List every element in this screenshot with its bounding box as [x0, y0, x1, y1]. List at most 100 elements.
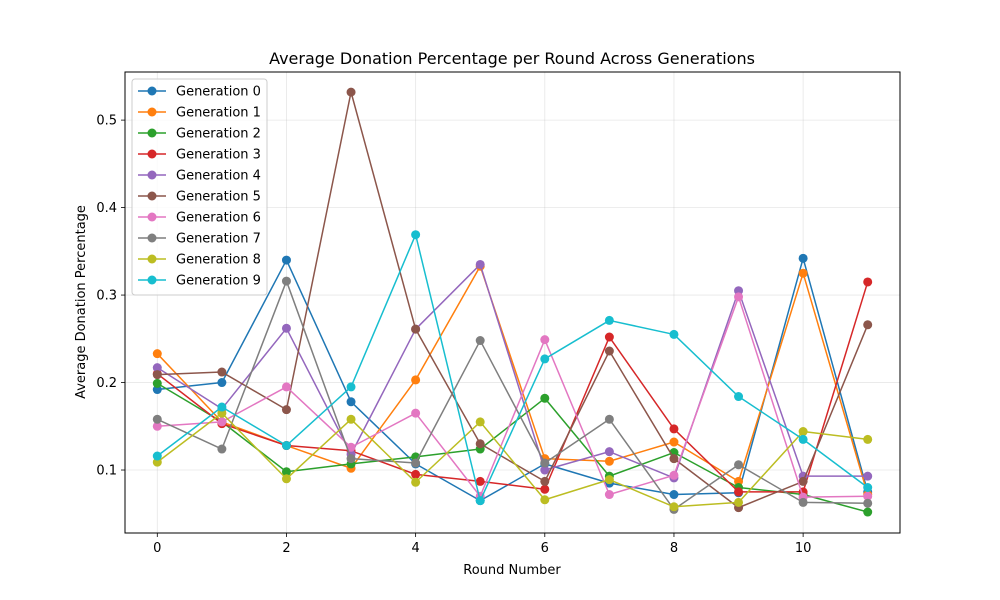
data-point [152, 451, 162, 461]
data-point [669, 424, 679, 434]
series-line [156, 382, 868, 513]
data-point [669, 329, 679, 339]
data-point [798, 476, 808, 486]
legend-item: Generation 0 [138, 85, 261, 100]
legend-item: Generation 3 [138, 148, 261, 163]
legend-item: Generation 7 [138, 232, 261, 247]
series-line [157, 91, 869, 509]
data-point [604, 475, 614, 485]
data-point [411, 324, 421, 334]
data-point [152, 421, 162, 431]
y-tick-label: 0.1 [96, 464, 117, 479]
data-point [863, 507, 873, 517]
series-line [156, 263, 868, 479]
data-point [346, 382, 356, 392]
series-9 [152, 230, 873, 506]
x-tick-label: 6 [541, 541, 549, 556]
legend-item: Generation 9 [138, 274, 261, 289]
legend-marker [147, 191, 157, 201]
data-point [475, 496, 485, 506]
data-point [798, 427, 808, 437]
data-point [540, 476, 550, 486]
data-point [604, 447, 614, 457]
data-point [217, 367, 227, 377]
data-point [863, 491, 873, 501]
data-point [734, 392, 744, 402]
y-tick-label: 0.2 [96, 376, 117, 391]
data-point [863, 320, 873, 330]
data-point [281, 382, 291, 392]
data-point [281, 405, 291, 415]
legend-marker [147, 170, 157, 180]
data-point [734, 292, 744, 302]
series-5 [152, 87, 873, 513]
legend-label: Generation 2 [176, 127, 261, 142]
data-point [863, 434, 873, 444]
y-axis-title: Average Donation Percentage [74, 205, 89, 399]
legend-marker [147, 254, 157, 264]
series-line [156, 412, 868, 508]
series-layer [152, 87, 873, 517]
data-point [669, 490, 679, 500]
data-point [217, 417, 227, 427]
data-point [475, 439, 485, 449]
data-point [540, 393, 550, 403]
data-point [475, 417, 485, 427]
legend-marker [147, 275, 157, 285]
data-point [346, 454, 356, 464]
legend-label: Generation 4 [176, 169, 261, 184]
data-point [152, 349, 162, 359]
data-point [217, 402, 227, 412]
legend-label: Generation 3 [176, 148, 261, 163]
data-point [281, 323, 291, 333]
data-point [798, 268, 808, 278]
data-point [217, 378, 227, 388]
legend-item: Generation 4 [138, 169, 261, 184]
data-point [411, 408, 421, 418]
data-point [734, 497, 744, 507]
data-point [346, 397, 356, 407]
legend-marker [147, 149, 157, 159]
data-point [152, 363, 162, 373]
plot-frame [124, 71, 901, 534]
data-point [411, 458, 421, 468]
data-point [540, 335, 550, 345]
y-axis: 0.1 0.2 0.3 0.4 0.5 [96, 114, 125, 479]
data-point [604, 414, 614, 424]
series-8 [152, 408, 873, 512]
data-point [475, 476, 485, 486]
data-point [475, 336, 485, 346]
legend-item: Generation 2 [138, 127, 261, 142]
series-line [156, 233, 869, 502]
data-point [411, 477, 421, 487]
series-line [157, 257, 869, 502]
y-tick-label: 0.3 [96, 289, 117, 304]
data-point [540, 484, 550, 494]
legend-item: Generation 8 [138, 253, 261, 268]
series-line [156, 281, 869, 493]
data-point [863, 277, 873, 287]
data-point [346, 87, 356, 97]
data-point [540, 354, 550, 364]
data-point [863, 498, 873, 508]
x-axis-title: Round Number [463, 563, 561, 578]
legend-marker [147, 233, 157, 243]
legend: Generation 0 Generation 1 Generation 2 Gene… [131, 78, 268, 296]
data-point [540, 458, 550, 468]
legend-label: Generation 0 [176, 85, 261, 100]
x-tick-label: 8 [670, 541, 678, 556]
y-tick-label: 0.5 [96, 114, 117, 129]
data-point [281, 276, 291, 286]
data-point [217, 444, 227, 454]
legend-label: Generation 1 [176, 106, 261, 121]
data-point [281, 474, 291, 484]
data-point [281, 441, 291, 451]
legend-label: Generation 5 [176, 190, 261, 205]
data-point [152, 378, 162, 388]
legend-label: Generation 6 [176, 211, 261, 226]
legend-item: Generation 6 [138, 211, 261, 226]
data-point [669, 454, 679, 464]
series-6 [152, 292, 873, 502]
data-point [346, 442, 356, 452]
